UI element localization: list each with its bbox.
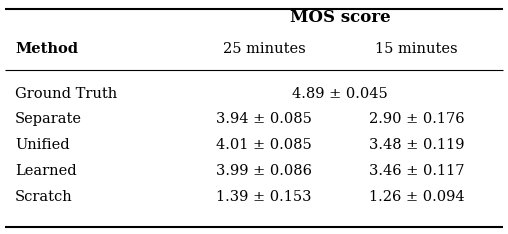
Text: Unified: Unified: [15, 138, 70, 152]
Text: 3.48 ± 0.119: 3.48 ± 0.119: [369, 138, 464, 152]
Text: 4.01 ± 0.085: 4.01 ± 0.085: [216, 138, 312, 152]
Text: 15 minutes: 15 minutes: [375, 42, 458, 56]
Text: Separate: Separate: [15, 112, 82, 126]
Text: 4.89 ± 0.045: 4.89 ± 0.045: [293, 87, 388, 101]
Text: 1.26 ± 0.094: 1.26 ± 0.094: [369, 190, 464, 204]
Text: 2.90 ± 0.176: 2.90 ± 0.176: [369, 112, 464, 126]
Text: Method: Method: [15, 42, 78, 56]
Text: Learned: Learned: [15, 164, 77, 178]
Text: 25 minutes: 25 minutes: [223, 42, 305, 56]
Text: 3.46 ± 0.117: 3.46 ± 0.117: [369, 164, 464, 178]
Text: 1.39 ± 0.153: 1.39 ± 0.153: [216, 190, 312, 204]
Text: 3.94 ± 0.085: 3.94 ± 0.085: [216, 112, 312, 126]
Text: Ground Truth: Ground Truth: [15, 87, 117, 101]
Text: 3.99 ± 0.086: 3.99 ± 0.086: [216, 164, 312, 178]
Text: MOS score: MOS score: [290, 9, 391, 26]
Text: Scratch: Scratch: [15, 190, 73, 204]
